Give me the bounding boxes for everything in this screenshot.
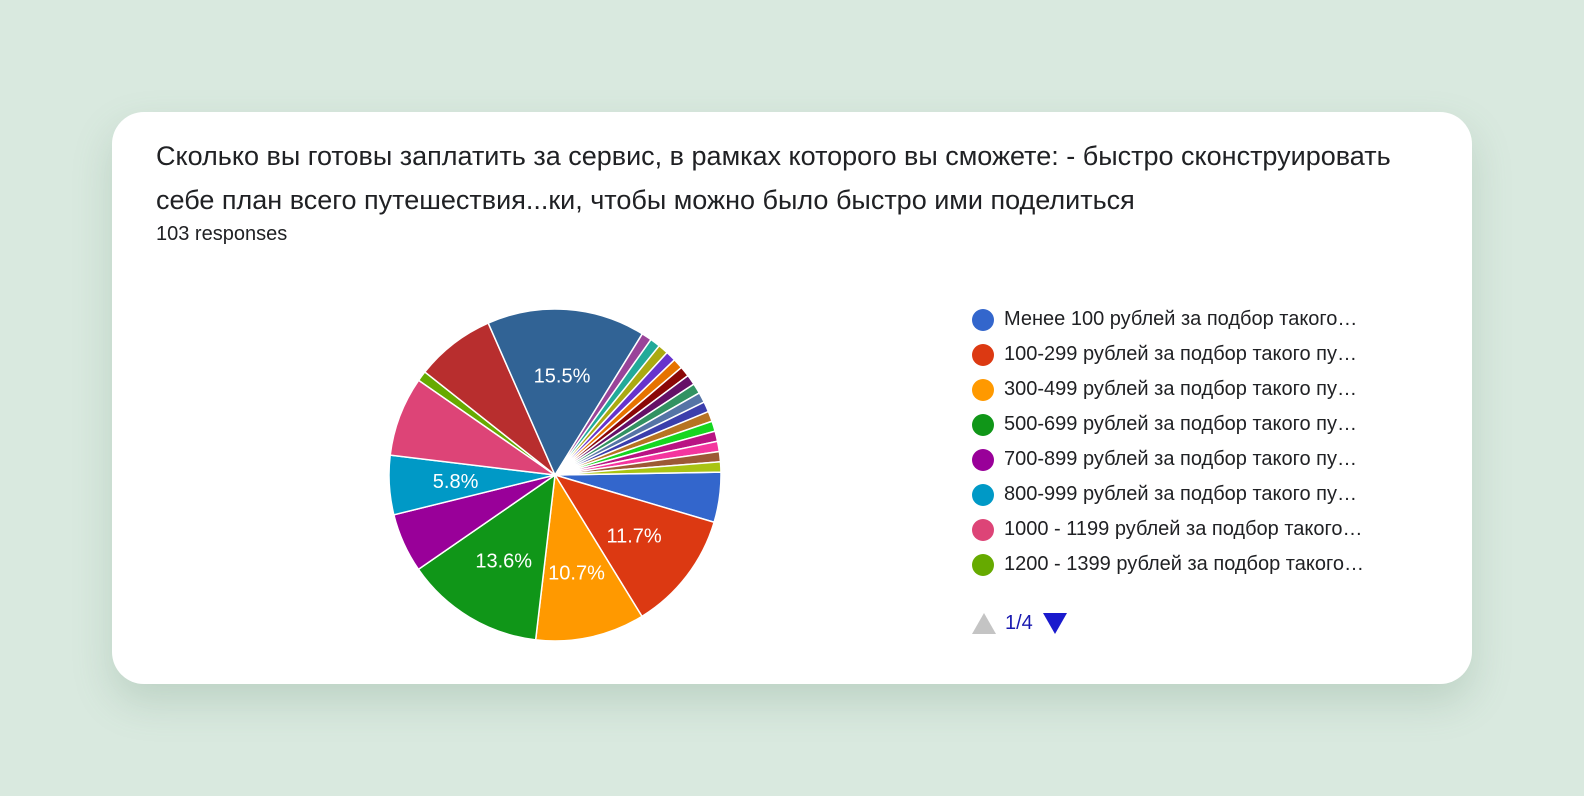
legend-item-3[interactable]: 500-699 рублей за подбор такого пу… [972,407,1442,442]
legend-swatch-icon [972,483,994,506]
pie-slice-3[interactable] [417,473,556,641]
pie-slice-label-2: 10.7% [548,562,605,584]
pie-chart: 11.7% 10.7% 13.6% 5.8% 15.5% [382,302,742,662]
legend-item-2[interactable]: 300-499 рублей за подбор такого пу… [972,372,1442,407]
legend-label: 300-499 рублей за подбор такого пу… [1004,378,1357,400]
legend-swatch-icon [972,553,994,576]
pie-slice-25[interactable] [554,460,722,476]
legend-label: 800-999 рублей за подбор такого пу… [1004,483,1357,505]
legend-swatch-icon [972,413,994,436]
legend-swatch-icon [972,448,994,471]
chart-title: Сколько вы готовы заплатить за сервис, в… [156,141,1391,215]
pie-slice-9[interactable] [487,308,644,477]
legend-item-6[interactable]: 1000 - 1199 рублей за подбор такого… [972,512,1442,547]
pie-slice-1[interactable] [553,473,716,618]
pie-slice-label-9: 15.5% [534,366,591,388]
pie-slice-2[interactable] [534,472,644,642]
legend-swatch-icon [972,343,994,366]
legend-label: 100-299 рублей за подбор такого пу… [1004,343,1357,365]
legend-swatch-icon [972,518,994,541]
legend-label: 1000 - 1199 рублей за подбор такого… [1004,518,1363,540]
legend-label: 1200 - 1399 рублей за подбор такого… [1004,553,1364,575]
legend-swatch-icon [972,308,994,331]
pager-prev-icon[interactable] [972,613,996,634]
legend-label: 500-699 рублей за подбор такого пу… [1004,413,1357,435]
legend-item-7[interactable]: 1200 - 1399 рублей за подбор такого… [972,547,1442,582]
legend-swatch-icon [972,378,994,401]
legend-item-1[interactable]: 100-299 рублей за подбор такого пу… [972,337,1442,372]
pie-slice-label-1: 11.7% [606,526,661,548]
legend-label: 700-899 рублей за подбор такого пу… [1004,448,1357,470]
pie-svg: 11.7%10.7% 13.6% 5.8% 15.5% [388,308,722,642]
legend: Менее 100 рублей за подбор такого… 100-29… [972,302,1442,582]
legend-pager: 1/4 [972,612,1067,635]
legend-item-5[interactable]: 800-999 рублей за подбор такого пу… [972,477,1442,512]
chart-card: Сколько вы готовы заплатить за сервис, в… [112,112,1472,684]
legend-item-0[interactable]: Менее 100 рублей за подбор такого… [972,302,1442,337]
legend-label: Менее 100 рублей за подбор такого… [1004,308,1358,330]
pie-slice-label-5: 5.8% [433,471,479,493]
legend-item-4[interactable]: 700-899 рублей за подбор такого пу… [972,442,1442,477]
pager-page: 1/4 [1005,612,1033,634]
pager-next-icon[interactable] [1042,613,1067,634]
pie-slice-label-3: 13.6% [475,550,532,572]
responses-count: 103 responses [156,223,288,245]
